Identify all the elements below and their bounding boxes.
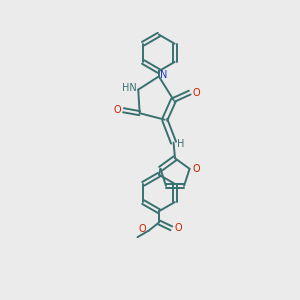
Text: H: H: [177, 139, 184, 149]
Text: O: O: [192, 88, 200, 98]
Text: N: N: [160, 70, 168, 80]
Text: HN: HN: [122, 83, 137, 93]
Text: O: O: [113, 105, 121, 115]
Text: O: O: [192, 164, 200, 174]
Text: O: O: [138, 224, 146, 235]
Text: O: O: [174, 223, 182, 233]
